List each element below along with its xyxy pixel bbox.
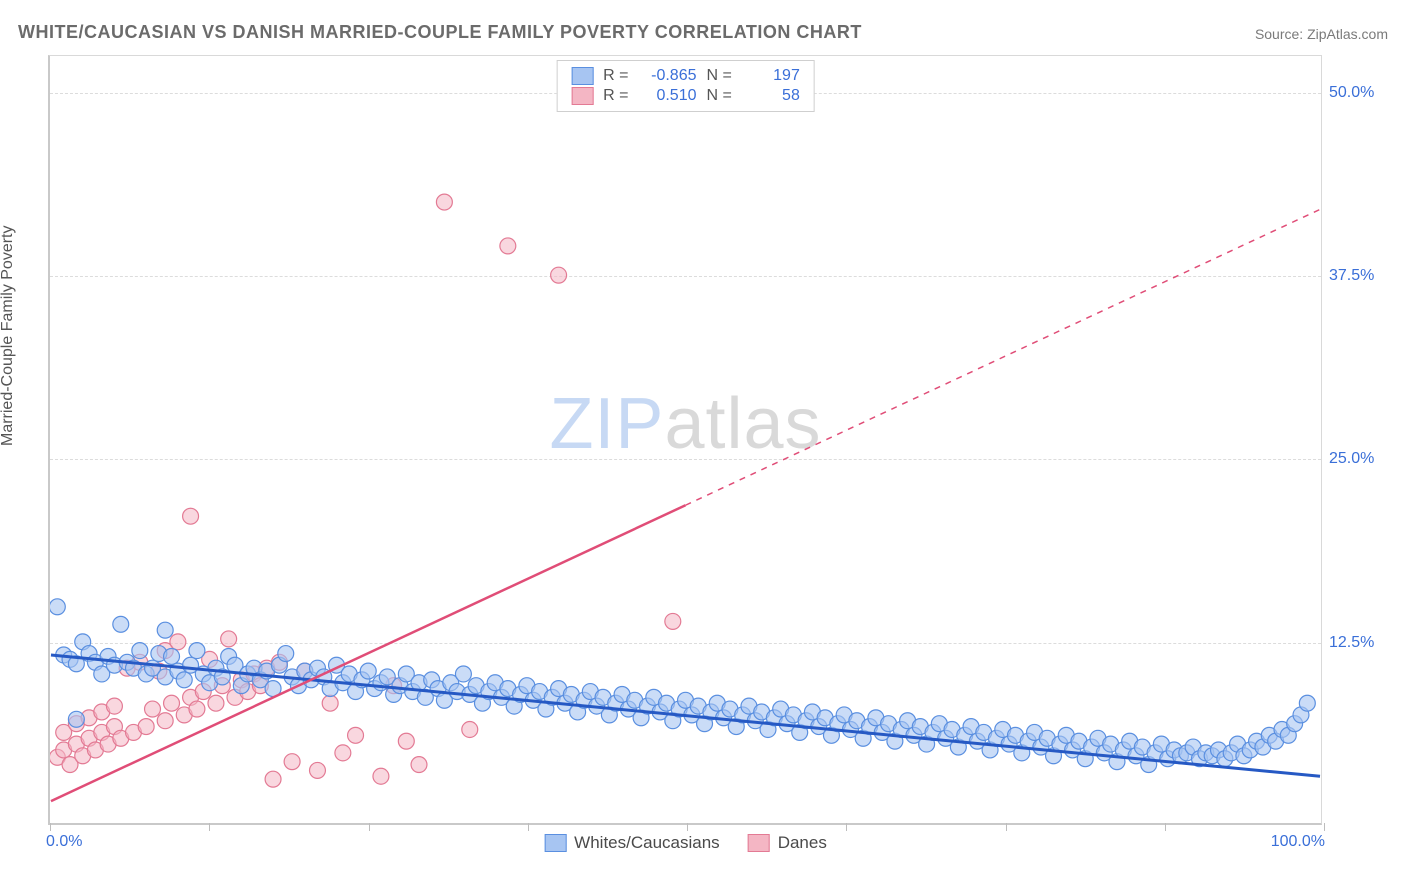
x-tick-mark	[1006, 823, 1007, 831]
regression-line-extrapolated	[686, 209, 1321, 505]
data-point	[221, 631, 237, 647]
chart-title: WHITE/CAUCASIAN VS DANISH MARRIED-COUPLE…	[18, 22, 862, 43]
y-tick-label: 12.5%	[1329, 634, 1391, 652]
stats-row-series1: R = -0.865 N = 197	[571, 67, 800, 85]
y-axis-label: Married-Couple Family Poverty	[0, 225, 17, 446]
x-tick-mark	[846, 823, 847, 831]
data-point	[1299, 695, 1315, 711]
legend-label: Danes	[778, 833, 827, 853]
legend-swatch	[748, 834, 770, 852]
n-label: N =	[707, 67, 732, 85]
n-label: N =	[707, 87, 732, 105]
chart-container: WHITE/CAUCASIAN VS DANISH MARRIED-COUPLE…	[0, 0, 1406, 892]
data-point	[68, 711, 84, 727]
data-point	[208, 695, 224, 711]
legend-item: Whites/Caucasians	[544, 833, 720, 853]
data-point	[113, 616, 129, 632]
data-point	[164, 648, 180, 664]
data-point	[373, 768, 389, 784]
stats-row-series2: R = 0.510 N = 58	[571, 87, 800, 105]
x-tick-mark	[687, 823, 688, 831]
source-label: Source: ZipAtlas.com	[1255, 26, 1388, 42]
r-label: R =	[603, 67, 628, 85]
data-point	[310, 762, 326, 778]
legend-label: Whites/Caucasians	[574, 833, 720, 853]
data-point	[265, 771, 281, 787]
plot-area: ZIPatlas R = -0.865 N = 197 R = 0.510 N …	[48, 55, 1322, 825]
y-tick-label: 50.0%	[1329, 84, 1391, 102]
r-label: R =	[603, 87, 628, 105]
x-tick-marks	[50, 823, 1321, 829]
x-tick-mark	[1324, 823, 1325, 831]
series-legend: Whites/Caucasians Danes	[544, 833, 827, 853]
data-point	[50, 599, 65, 615]
data-point	[322, 695, 338, 711]
data-point	[284, 754, 300, 770]
data-point	[436, 194, 452, 210]
data-point	[455, 666, 471, 682]
data-point	[500, 238, 516, 254]
data-point	[462, 722, 478, 738]
data-point	[145, 701, 161, 717]
legend-item: Danes	[748, 833, 827, 853]
x-tick-mark	[1165, 823, 1166, 831]
data-point	[164, 695, 180, 711]
data-point	[183, 508, 199, 524]
x-tick-mark	[209, 823, 210, 831]
x-tick-label-min: 0.0%	[46, 833, 82, 851]
swatch-series1	[571, 67, 593, 85]
data-point	[157, 622, 173, 638]
regression-line	[51, 655, 1320, 776]
data-point	[665, 613, 681, 629]
data-point	[278, 646, 294, 662]
x-tick-mark	[50, 823, 51, 831]
data-point	[189, 701, 205, 717]
data-point	[398, 733, 414, 749]
data-point	[335, 745, 351, 761]
y-tick-label: 25.0%	[1329, 450, 1391, 468]
swatch-series2	[571, 87, 593, 105]
data-point	[170, 634, 186, 650]
stats-legend: R = -0.865 N = 197 R = 0.510 N = 58	[556, 60, 815, 112]
legend-swatch	[544, 834, 566, 852]
data-point	[411, 757, 427, 773]
data-point	[132, 643, 148, 659]
data-point	[348, 727, 364, 743]
r-value-series2: 0.510	[639, 87, 697, 105]
x-tick-mark	[528, 823, 529, 831]
n-value-series1: 197	[742, 67, 800, 85]
x-tick-label-max: 100.0%	[1271, 833, 1325, 851]
data-point	[176, 672, 192, 688]
data-point	[551, 267, 567, 283]
x-tick-mark	[369, 823, 370, 831]
n-value-series2: 58	[742, 87, 800, 105]
y-tick-label: 37.5%	[1329, 267, 1391, 285]
data-point	[106, 698, 122, 714]
r-value-series1: -0.865	[639, 67, 697, 85]
data-point	[189, 643, 205, 659]
scatter-svg	[50, 56, 1321, 823]
data-point	[138, 719, 154, 735]
data-point	[360, 663, 376, 679]
data-point	[157, 713, 173, 729]
